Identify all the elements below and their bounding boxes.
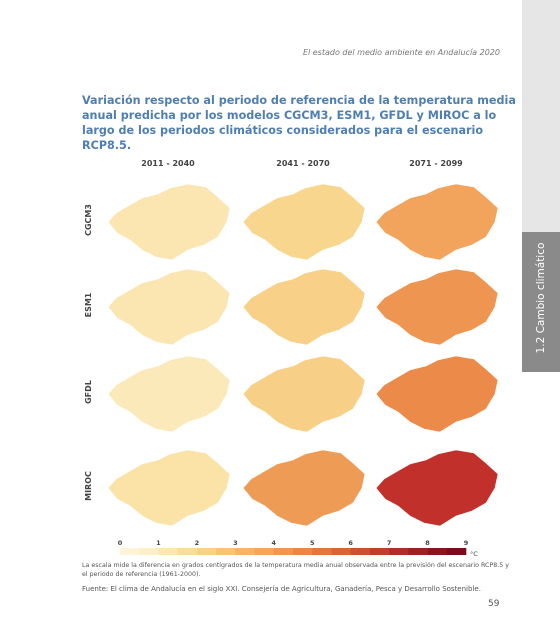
legend-tick-label: 8 bbox=[425, 539, 430, 547]
side-tab-label: 1.2 Cambio climático bbox=[535, 242, 547, 354]
legend-tick-label: 6 bbox=[348, 539, 353, 547]
legend-swatch bbox=[254, 548, 275, 555]
legend-swatch bbox=[158, 548, 178, 555]
legend-tick-label: 0 bbox=[118, 539, 123, 547]
map bbox=[375, 449, 499, 527]
row-label: ESM1 bbox=[84, 292, 93, 317]
map bbox=[242, 449, 366, 527]
row-label: CGCM3 bbox=[84, 204, 93, 236]
map bbox=[107, 449, 231, 527]
legend-tick-label: 1 bbox=[156, 539, 161, 547]
map bbox=[107, 355, 231, 433]
row-label: GFDL bbox=[84, 380, 93, 404]
legend-swatch bbox=[408, 548, 428, 555]
side-tab-background bbox=[522, 0, 560, 232]
map bbox=[242, 355, 366, 433]
figure: 2011 - 2040 2041 - 2070 2071 - 2099 CGCM3 ES… bbox=[84, 159, 499, 558]
legend-swatch bbox=[293, 548, 313, 555]
legend-swatch bbox=[120, 548, 140, 555]
legend-swatch bbox=[235, 548, 255, 555]
legend-tick-label: 7 bbox=[387, 539, 392, 547]
legend-swatch bbox=[389, 548, 409, 555]
map bbox=[242, 183, 366, 261]
running-title: El estado del medio ambiente en Andalucí… bbox=[302, 48, 500, 57]
map bbox=[242, 268, 366, 346]
column-label: 2071 - 2099 bbox=[409, 159, 463, 168]
legend-swatch bbox=[369, 548, 390, 555]
legend-unit: °C bbox=[470, 550, 478, 558]
map bbox=[107, 268, 231, 346]
caption: La escala mide la diferencia en grados c… bbox=[82, 562, 509, 578]
legend-swatch bbox=[331, 548, 351, 555]
row-label: MIROC bbox=[84, 471, 93, 501]
map bbox=[375, 355, 499, 433]
legend-swatch bbox=[427, 548, 448, 555]
legend-swatch bbox=[273, 548, 294, 555]
legend-tick-label: 4 bbox=[272, 539, 277, 547]
figure-title: Variación respecto al periodo de referen… bbox=[82, 94, 516, 152]
map bbox=[375, 268, 499, 346]
legend-swatch bbox=[446, 548, 467, 555]
map bbox=[375, 183, 499, 261]
column-label: 2041 - 2070 bbox=[276, 159, 330, 168]
legend-swatch bbox=[216, 548, 236, 555]
page-number: 59 bbox=[488, 599, 500, 609]
column-label: 2011 - 2040 bbox=[141, 159, 195, 168]
legend-tick-label: 3 bbox=[233, 539, 238, 547]
legend-tick-label: 5 bbox=[310, 539, 315, 547]
legend-swatch bbox=[196, 548, 217, 555]
map bbox=[107, 183, 231, 261]
legend-tick-label: 9 bbox=[464, 539, 469, 547]
legend-tick-label: 2 bbox=[195, 539, 200, 547]
legend-swatch bbox=[350, 548, 371, 555]
legend-swatch bbox=[139, 548, 159, 555]
legend-swatch bbox=[312, 548, 332, 555]
legend-swatch bbox=[177, 548, 198, 555]
source: Fuente: El clima de Andalucía en el sigl… bbox=[82, 585, 481, 593]
side-tab bbox=[522, 232, 560, 372]
